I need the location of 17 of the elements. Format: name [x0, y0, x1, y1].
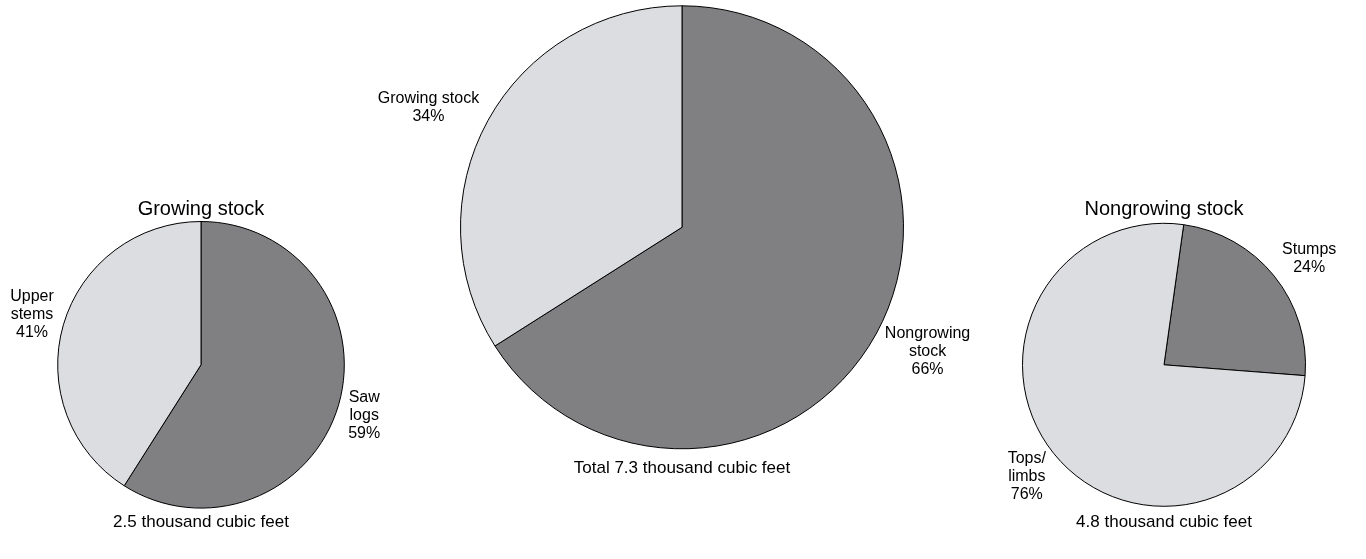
- text: 4.8 thousand cubic feet: [1076, 512, 1253, 532]
- slice-label: Upper stems: [10, 286, 55, 322]
- data-label: 59%: [348, 423, 381, 441]
- data-label: 66%: [911, 360, 944, 378]
- data-label: 76%: [1010, 485, 1043, 503]
- chart-title: Nongrowing stock: [1084, 196, 1245, 219]
- data-label: 41%: [15, 322, 49, 340]
- text: Total 7.3 thousand cubic feet: [573, 458, 791, 478]
- slice-label: Stumps: [1282, 240, 1337, 257]
- slice-label: Nongrowing stock: [884, 324, 971, 360]
- slice-label: Growing stock: [377, 88, 481, 106]
- slice-label: Saw logs: [348, 387, 381, 423]
- data-label: 24%: [1293, 258, 1326, 275]
- chart-title: Growing stock: [137, 196, 266, 219]
- data-label: 34%: [412, 106, 445, 124]
- slice-label: Tops/limbs: [1007, 449, 1047, 485]
- text: 2.5 thousand cubic feet: [113, 512, 290, 532]
